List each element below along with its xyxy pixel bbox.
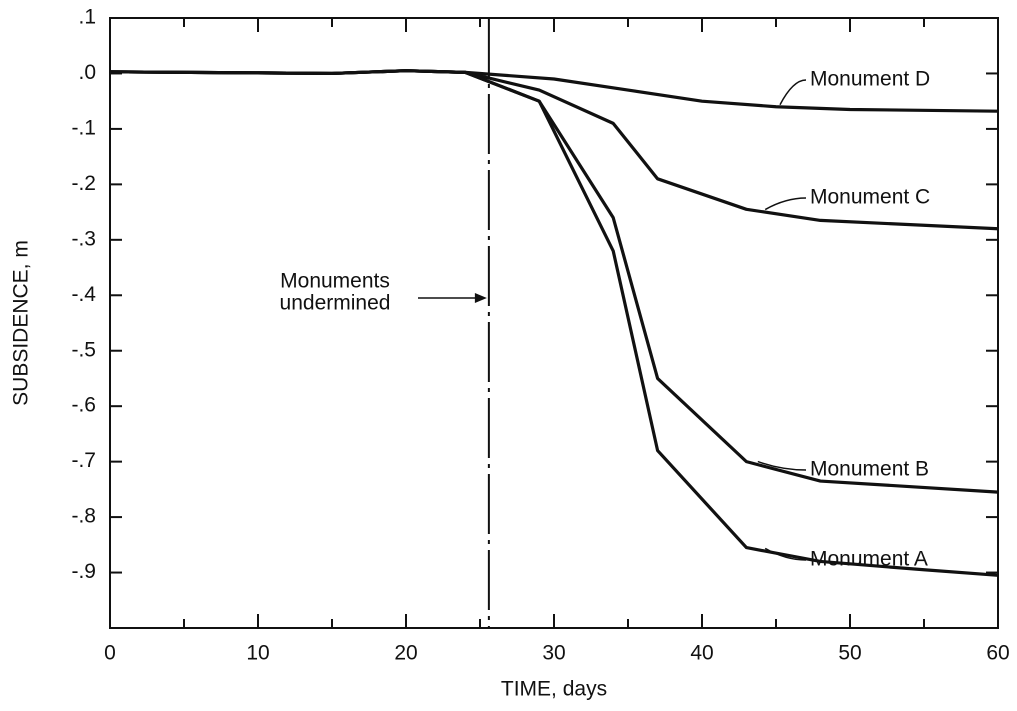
x-tick-label: 10 bbox=[246, 642, 269, 665]
x-tick-label: 60 bbox=[986, 642, 1009, 665]
series-label: Monument B bbox=[810, 458, 929, 481]
y-tick-label: .1 bbox=[78, 6, 96, 29]
x-tick-label: 30 bbox=[542, 642, 565, 665]
series-line bbox=[109, 69, 999, 577]
label-arrow bbox=[764, 547, 807, 561]
label-arrow bbox=[757, 460, 807, 471]
x-tick-label: 20 bbox=[394, 642, 417, 665]
series-label: Monument C bbox=[810, 186, 930, 209]
x-tick-label: 50 bbox=[838, 642, 861, 665]
y-tick-label: -.5 bbox=[71, 338, 96, 361]
x-axis-label: TIME, days bbox=[501, 678, 607, 701]
series-label: Monument A bbox=[810, 548, 928, 571]
y-tick-label: -.8 bbox=[71, 505, 96, 528]
series-label: Monument D bbox=[810, 68, 930, 91]
y-axis-label: SUBSIDENCE, m bbox=[10, 240, 33, 406]
annotation: Monuments bbox=[280, 270, 390, 293]
x-tick-label: 0 bbox=[104, 642, 116, 665]
annotation: undermined bbox=[280, 292, 391, 315]
label-arrow bbox=[764, 197, 807, 211]
label-arrow bbox=[779, 79, 807, 106]
x-tick-label: 40 bbox=[690, 642, 713, 665]
y-tick-label: -.2 bbox=[71, 172, 96, 195]
y-tick-label: -.6 bbox=[71, 394, 96, 417]
arrow-head bbox=[474, 293, 487, 303]
y-tick-label: -.1 bbox=[71, 116, 96, 139]
y-tick-label: -.3 bbox=[71, 227, 96, 250]
y-tick-label: -.4 bbox=[71, 283, 96, 306]
y-tick-label: .0 bbox=[78, 61, 96, 84]
y-tick-label: -.9 bbox=[71, 560, 96, 583]
y-tick-label: -.7 bbox=[71, 449, 96, 472]
